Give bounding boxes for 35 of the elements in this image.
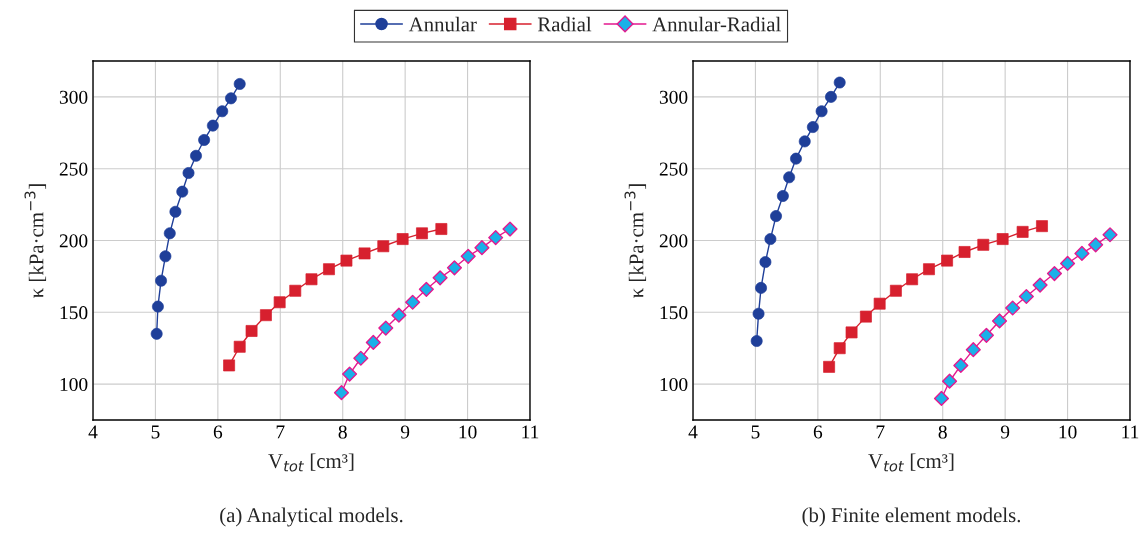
legend-label: Annular-Radial: [652, 16, 781, 32]
y-tick-label: 150: [60, 306, 88, 320]
x-tick-label: 6: [213, 425, 223, 439]
legend-label: Radial: [537, 16, 592, 32]
y-tick-label: 100: [60, 377, 88, 392]
legend-label: Annular: [408, 16, 477, 32]
y-tick-label: 200: [659, 234, 688, 248]
x-tick-label: 5: [751, 425, 760, 439]
y-tick-label: 250: [659, 162, 688, 176]
x-tick-label: 7: [276, 425, 285, 439]
y-tick-label: 150: [660, 306, 688, 320]
x-tick-label: 8: [338, 425, 347, 439]
y-tick-label: 300: [59, 90, 88, 104]
x-tick-label: 11: [1122, 425, 1139, 439]
x-tick-label: 7: [876, 425, 885, 439]
x-tick-label: 5: [151, 425, 160, 439]
y-axis-title: κ [kPa·cm$^{−3}$]: [624, 184, 647, 298]
y-tick-label: 200: [59, 234, 88, 248]
y-tick-label: 250: [59, 162, 88, 176]
x-tick-label: 8: [938, 425, 947, 439]
y-axis-title: κ [kPa·cm$^{−3}$]: [24, 184, 47, 298]
text: (b) Finite element models.: [802, 507, 1021, 527]
x-axis-title: V$_{tot}$ [cm³]: [268, 453, 354, 472]
x-tick-label: 10: [1059, 425, 1077, 439]
x-axis-title: V$_{tot}$ [cm³]: [868, 453, 954, 472]
x-tick-label: 9: [1000, 425, 1010, 439]
x-tick-label: 10: [459, 425, 477, 439]
x-tick-label: 9: [400, 425, 410, 439]
y-tick-label: 100: [660, 377, 688, 392]
y-tick-label: 300: [659, 90, 688, 104]
text: (a) Analytical models.: [220, 507, 403, 527]
x-tick-label: 4: [88, 425, 98, 439]
x-tick-label: 4: [688, 425, 698, 439]
x-tick-label: 6: [813, 425, 823, 439]
x-tick-label: 11: [522, 425, 539, 439]
